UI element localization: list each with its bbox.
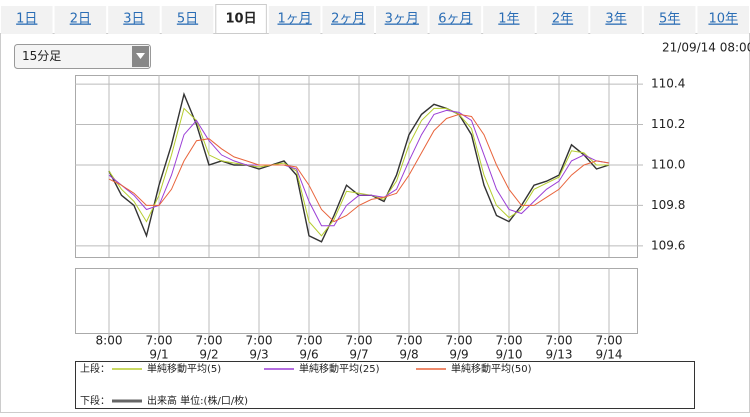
lower-plot xyxy=(75,268,638,334)
legend-label: 単純移動平均(25) xyxy=(299,362,380,375)
tab[interactable] xyxy=(697,6,750,34)
tab xyxy=(215,4,267,34)
x-tick-label: 7:00 xyxy=(346,334,373,348)
series-line xyxy=(108,113,610,223)
tab[interactable] xyxy=(322,6,374,34)
x-tick-label: 7:00 xyxy=(496,334,523,348)
tab[interactable] xyxy=(536,6,589,34)
tab[interactable] xyxy=(108,6,160,34)
x-tick-label: 8:00 xyxy=(96,334,123,348)
tab[interactable] xyxy=(643,6,696,34)
tab-bar: 1日 2日 3日 5日 10日 1ヶ月 2ヶ月 3ヶ月 6ヶ月 1年 2年 3年 5年 10年 xyxy=(1,4,750,34)
legend-upper-label: 上段： xyxy=(80,362,110,375)
tab-label[interactable]: 1日 xyxy=(16,12,37,27)
legend-label: 単純移動平均(50) xyxy=(451,362,532,375)
x-tick-label: 7:00 xyxy=(396,334,423,348)
tab-label[interactable]: 1ヶ月 xyxy=(278,12,312,27)
tab[interactable] xyxy=(483,6,535,34)
x-tick-label: 7:00 xyxy=(246,334,273,348)
x-tick-label: 7:00 xyxy=(546,334,573,348)
x-tick-date: 9/8 xyxy=(399,348,418,362)
tab[interactable] xyxy=(376,6,428,34)
grid xyxy=(75,75,643,337)
tab-label[interactable]: 3ヶ月 xyxy=(385,12,419,27)
tab[interactable] xyxy=(161,6,214,34)
x-tick-label: 7:00 xyxy=(146,334,173,348)
tab-label: 10日 xyxy=(226,12,257,27)
y-tick-label: 109.8 xyxy=(651,198,685,212)
timestamp: 21/09/14 08:00 xyxy=(662,41,750,55)
x-tick-date: 9/14 xyxy=(596,348,623,362)
legend-label: 単純移動平均(5) xyxy=(147,362,221,375)
tab-label[interactable]: 1年 xyxy=(498,12,519,27)
legend-box xyxy=(75,361,695,409)
x-tick-label: 7:00 xyxy=(596,334,623,348)
select-arrow xyxy=(136,53,145,59)
legend-lower-label: 下段： xyxy=(80,394,110,407)
x-tick-label: 7:00 xyxy=(296,334,323,348)
series-line xyxy=(108,107,609,237)
series-group xyxy=(108,91,610,243)
tab[interactable] xyxy=(590,6,642,34)
x-tick-date: 9/6 xyxy=(299,348,318,362)
y-tick-label: 110.2 xyxy=(651,117,685,131)
y-tick-label: 110.4 xyxy=(651,77,685,91)
x-tick-label: 7:00 xyxy=(446,334,473,348)
tab-label[interactable]: 3日 xyxy=(123,12,144,27)
tab[interactable] xyxy=(1,6,53,34)
x-tick-date: 9/13 xyxy=(546,348,573,362)
legend-label: 出来高 単位:(株/口/枚) xyxy=(147,394,248,407)
interval-select[interactable] xyxy=(14,44,151,69)
x-tick-label: 7:00 xyxy=(196,334,223,348)
tab-label[interactable]: 6ヶ月 xyxy=(438,12,472,27)
y-tick-label: 109.6 xyxy=(651,238,685,252)
x-tick-date: 9/10 xyxy=(496,348,523,362)
tab-label[interactable]: 5日 xyxy=(177,12,198,27)
tab-label[interactable]: 2年 xyxy=(552,12,573,27)
x-tick-date: 9/7 xyxy=(349,348,368,362)
x-tick-date: 9/3 xyxy=(249,348,268,362)
tab-label[interactable]: 2日 xyxy=(70,12,91,27)
x-tick-date: 9/2 xyxy=(199,348,218,362)
tab-label[interactable]: 10年 xyxy=(708,12,738,27)
tab[interactable] xyxy=(268,6,321,34)
x-tick-date: 9/9 xyxy=(449,348,468,362)
interval-select-label: 15分足 xyxy=(22,49,61,63)
tab-label[interactable]: 2ヶ月 xyxy=(331,12,365,27)
tab-label[interactable]: 5年 xyxy=(659,12,680,27)
tab-label[interactable]: 3年 xyxy=(605,12,626,27)
series-line xyxy=(108,109,610,227)
tab[interactable] xyxy=(429,6,482,34)
x-tick-date: 9/1 xyxy=(149,348,168,362)
y-tick-label: 110.0 xyxy=(651,157,685,171)
tab[interactable] xyxy=(54,6,107,34)
upper-plot xyxy=(75,75,638,258)
